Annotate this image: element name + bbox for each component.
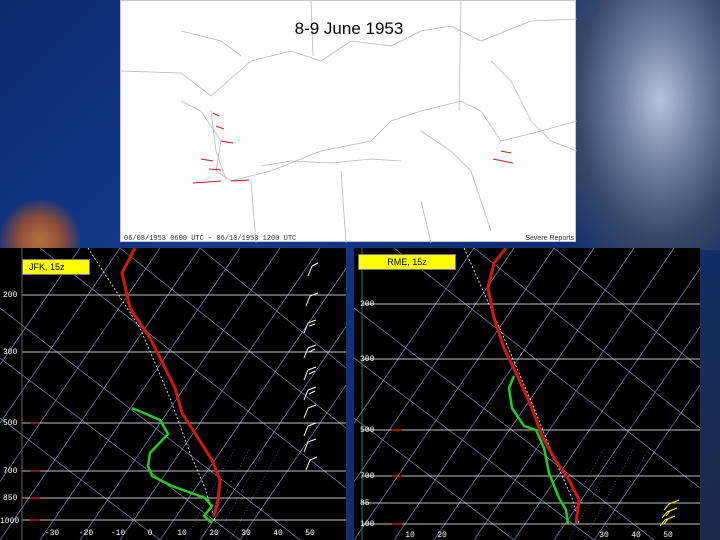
jfk-temp-label: -10 xyxy=(111,529,126,538)
rme-station-label: RME, 15z xyxy=(358,254,456,270)
rme-temp-label: 20 xyxy=(437,531,447,540)
jfk-temperature-line xyxy=(120,248,222,517)
rme-skewt-sounding: 200 300 500 700 85 100 10 20 30 40 50 RM… xyxy=(354,248,700,540)
jfk-temp-label: -30 xyxy=(45,529,60,538)
jfk-temp-label: 40 xyxy=(273,529,283,538)
severe-reports-map: 8-9 June 1953 06/08/1953 0600 UTC - 06/1… xyxy=(120,0,577,243)
rme-temp-axis-labels: 10 20 30 40 50 xyxy=(405,531,673,540)
jfk-skewt-sounding: 200 300 500 700 850 1000 -30 -20 -10 0 1… xyxy=(0,248,346,540)
rme-temp-label: 30 xyxy=(599,531,609,540)
map-date-range: 06/08/1953 0600 UTC - 06/10/1953 1200 UT… xyxy=(124,235,296,243)
jfk-pressure-label: 700 xyxy=(3,467,18,476)
jfk-temp-label: -20 xyxy=(79,529,94,538)
jfk-parcel-path xyxy=(87,248,216,521)
jfk-temp-axis-labels: -30 -20 -10 0 10 20 30 40 50 xyxy=(45,529,315,538)
rme-temperature-line xyxy=(486,248,581,524)
rme-parcel-path xyxy=(463,248,580,525)
jfk-pressure-label: 300 xyxy=(3,348,18,357)
rme-pressure-labels: 200 300 500 700 85 100 xyxy=(360,300,375,529)
jfk-temp-label: 30 xyxy=(241,529,251,538)
jfk-station-label: JFK, 15z xyxy=(22,259,90,275)
storm-background xyxy=(570,0,720,250)
jfk-temp-label: 0 xyxy=(148,529,153,538)
map-source: Severe Reports xyxy=(525,235,574,242)
map-outline: 8-9 June 1953 06/08/1953 0600 UTC - 06/1… xyxy=(121,1,577,243)
rme-temp-label: 40 xyxy=(631,531,641,540)
rme-temp-label: 10 xyxy=(405,531,415,540)
rme-wind-barbs xyxy=(659,499,680,527)
rme-pressure-label: 700 xyxy=(360,472,375,481)
jfk-pressure-labels: 200 300 500 700 850 1000 xyxy=(0,291,19,526)
jfk-skewt-plot: 200 300 500 700 850 1000 -30 -20 -10 0 1… xyxy=(0,248,346,540)
rme-pressure-label: 300 xyxy=(360,355,375,364)
rme-pressure-label: 200 xyxy=(360,300,375,309)
jfk-temp-label: 50 xyxy=(305,529,315,538)
rme-pressure-label: 100 xyxy=(360,520,375,529)
jfk-temp-label: 10 xyxy=(177,529,187,538)
rme-pressure-label: 85 xyxy=(360,499,370,508)
rme-level-markers xyxy=(392,429,402,525)
jfk-level-markers xyxy=(30,422,40,521)
jfk-pressure-label: 200 xyxy=(3,291,18,300)
rme-temp-label: 50 xyxy=(663,531,673,540)
jfk-dewpoint-line xyxy=(131,406,214,524)
rme-dewpoint-line xyxy=(507,375,570,525)
jfk-pressure-label: 1000 xyxy=(0,517,19,526)
rme-skewt-plot: 200 300 500 700 85 100 10 20 30 40 50 xyxy=(354,248,700,540)
rme-pressure-label: 500 xyxy=(360,426,375,435)
map-title: 8-9 June 1953 xyxy=(295,19,404,38)
jfk-temp-label: 20 xyxy=(209,529,219,538)
jfk-pressure-label: 850 xyxy=(3,494,18,503)
jfk-wind-barbs xyxy=(303,262,319,471)
jfk-pressure-label: 500 xyxy=(3,419,18,428)
